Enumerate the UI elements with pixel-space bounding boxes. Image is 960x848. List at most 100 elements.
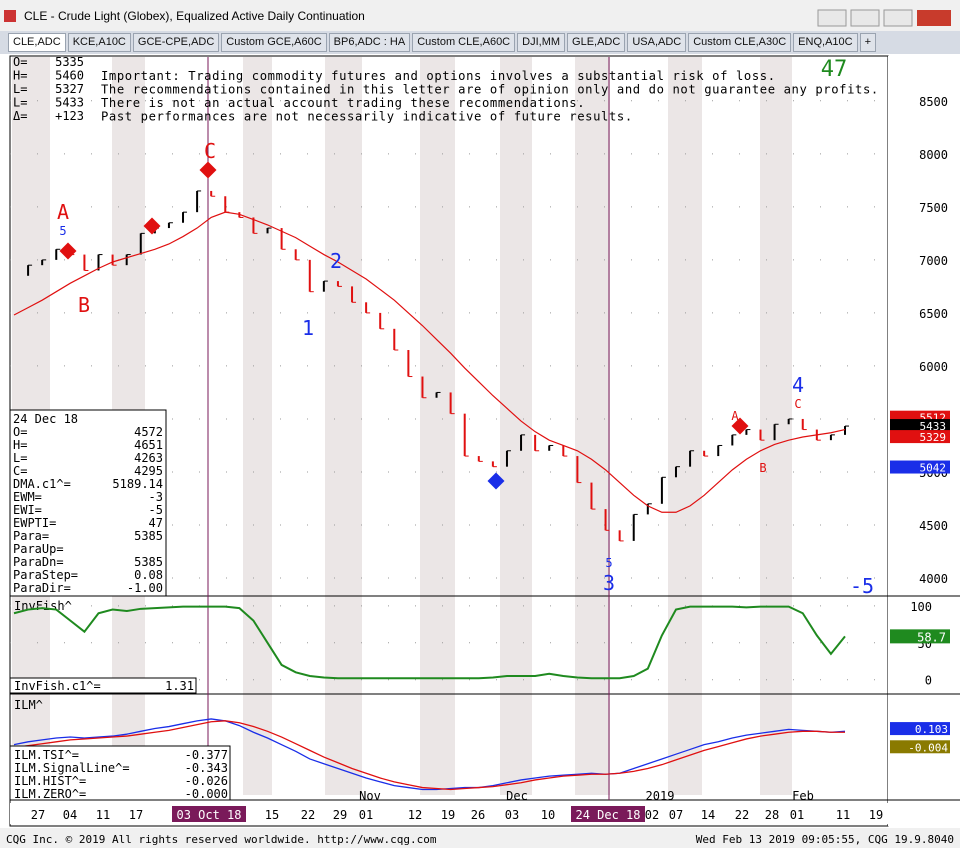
tab[interactable]: Custom CLE,A30C (688, 33, 792, 52)
price-bar (266, 227, 272, 234)
price-bar (379, 312, 385, 330)
date-label: 11 (96, 808, 110, 822)
annotation: C (794, 397, 801, 411)
tab[interactable]: GLE,ADC (567, 33, 626, 52)
tab[interactable]: + (859, 33, 877, 52)
price-bar (745, 429, 751, 435)
readout-label: ILM.TSI^= (14, 748, 79, 762)
close-button[interactable] (917, 10, 951, 26)
price-bar (674, 466, 680, 478)
price-bar (590, 482, 596, 510)
price-bar (435, 391, 441, 398)
price-tag (890, 460, 950, 474)
shade-band (668, 57, 702, 795)
price-bar (365, 302, 371, 314)
cursor-box (9, 409, 167, 597)
tab[interactable]: Custom GCE,A60C (221, 33, 327, 52)
window-title: CLE - Crude Light (Globex), Equalized Ac… (24, 9, 365, 23)
date-label: 27 (31, 808, 45, 822)
annotation: A (731, 409, 739, 423)
price-bar (801, 418, 807, 431)
price-tag-label: 5042 (920, 462, 947, 475)
price-tag (890, 419, 950, 433)
cursor-value: -5 (149, 503, 163, 517)
price-bar (322, 280, 328, 292)
date-label: 01 (790, 808, 804, 822)
price-bar (97, 254, 103, 271)
y-tick-label: 50 (918, 637, 932, 651)
date-label: 03 Oct 18 (176, 808, 241, 822)
price-bar (773, 423, 779, 441)
readout-label: ILM.ZERO^= (14, 787, 86, 801)
price-bar (336, 281, 342, 287)
date-label: 12 (408, 808, 422, 822)
tab[interactable]: DJI,MM (517, 33, 566, 52)
status-bar (0, 828, 960, 848)
annotation: C (204, 139, 216, 163)
month-label: Nov (359, 789, 381, 803)
quote-label: H= (13, 69, 27, 83)
price-bar (351, 286, 357, 303)
price-bar (167, 222, 173, 229)
title-bar (0, 0, 960, 31)
y-tick-label: 8500 (919, 95, 948, 109)
tab[interactable]: Custom CLE,A60C (412, 33, 516, 52)
tab[interactable]: CLE,ADC (8, 33, 66, 52)
maximize-button[interactable] (883, 9, 913, 27)
cursor-value: 4651 (134, 438, 163, 452)
tab[interactable]: KCE,A10C (67, 33, 131, 52)
tab[interactable]: GCE-CPE,ADC (132, 33, 220, 52)
cursor-value: 5385 (134, 529, 163, 543)
status-right: Wed Feb 13 2019 09:05:55, CQG 19.9.8040 (696, 833, 954, 846)
date-axis (10, 803, 888, 824)
cursor-label: Para= (13, 529, 49, 543)
price-bar (421, 376, 427, 399)
annotation: 1 (302, 316, 314, 340)
date-label: 19 (869, 808, 883, 822)
annotation: B (78, 293, 90, 317)
date-label: 24 Dec 18 (575, 808, 640, 822)
tab[interactable]: BP6,ADC : HA (328, 33, 411, 52)
tab[interactable]: USA,ADC (627, 33, 687, 52)
cursor-label: ParaStep= (13, 568, 78, 582)
annotation: 5 (59, 224, 66, 238)
quote-value: 5460 (55, 69, 84, 83)
price-bar (576, 456, 582, 484)
price-bar (280, 228, 286, 250)
price-bar (224, 196, 230, 213)
y-tick-label: 5500 (919, 413, 948, 427)
cursor-label: DMA.c1^= (13, 477, 71, 491)
cursor-date: 24 Dec 18 (13, 412, 78, 426)
price-bar (125, 254, 131, 266)
dma-line (13, 211, 846, 513)
tab[interactable]: ENQ,A10C (793, 33, 858, 52)
annotation: A (57, 200, 69, 224)
price-bar (111, 254, 117, 266)
cursor-label: EWPTI= (13, 516, 56, 530)
date-label: 22 (735, 808, 749, 822)
cursor-label: ParaUp= (13, 542, 64, 556)
cursor-value: 4572 (134, 425, 163, 439)
plot-area (9, 55, 889, 827)
minimize-button[interactable] (850, 9, 880, 27)
price-bar (449, 392, 455, 415)
date-label: 04 (63, 808, 77, 822)
signal-diamond (199, 161, 217, 179)
price-bar (308, 259, 314, 293)
date-label: 29 (333, 808, 347, 822)
panel-title: InvFish^ (14, 599, 72, 613)
price-bar (604, 509, 610, 531)
price-bar (463, 413, 469, 457)
y-tick-label: 4000 (919, 572, 948, 586)
price-bar (491, 461, 497, 468)
price-bar (69, 249, 75, 256)
shade-band (575, 57, 610, 795)
price-bar (210, 190, 216, 197)
link-button[interactable] (817, 9, 847, 27)
date-label: 17 (129, 808, 143, 822)
ilm-tag-label: 0.103 (915, 723, 948, 736)
cursor-label: L= (13, 451, 27, 465)
date-label: 03 (505, 808, 519, 822)
